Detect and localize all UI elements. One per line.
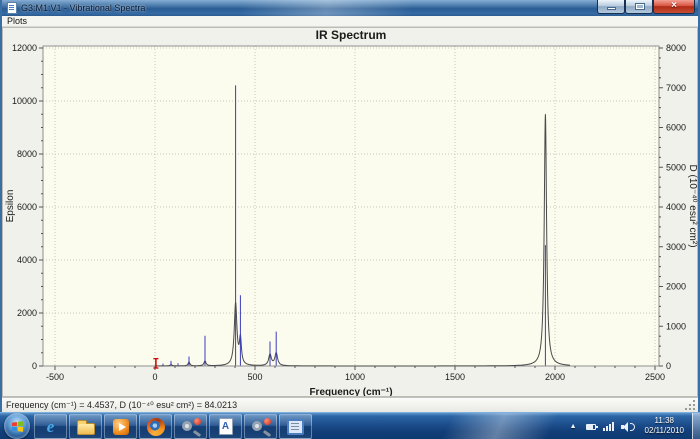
taskbar-button-windows-explorer[interactable]	[69, 414, 102, 439]
svg-text:4000: 4000	[666, 202, 686, 212]
status-readout: Frequency (cm⁻¹) = 4.4537, D (10⁻⁴⁰ esu²…	[6, 399, 238, 410]
clock-date: 02/11/2010	[644, 426, 684, 435]
battery-icon[interactable]	[585, 413, 599, 439]
svg-text:1000: 1000	[345, 372, 365, 382]
minimize-button[interactable]	[597, 0, 625, 14]
network-icon[interactable]	[602, 413, 617, 439]
titlebar-gloss	[242, 0, 412, 16]
close-button[interactable]: ×	[653, 0, 695, 14]
taskbar-clock[interactable]: 11:38 02/11/2010	[645, 416, 684, 436]
taskbar-button-media-player[interactable]	[104, 414, 137, 439]
app-window-icon	[7, 2, 17, 14]
media-player-icon	[112, 418, 129, 435]
taskbar-gloss	[440, 413, 560, 439]
svg-text:8000: 8000	[17, 149, 37, 159]
app-window: G3:M1:V1 - Vibrational Spectra × Plots -…	[0, 0, 700, 412]
svg-text:6000: 6000	[666, 123, 686, 133]
svg-text:500: 500	[247, 372, 262, 382]
svg-text:6000: 6000	[17, 202, 37, 212]
taskbar-button-a-document-app[interactable]: A	[209, 414, 242, 439]
svg-text:2000: 2000	[545, 372, 565, 382]
maximize-button[interactable]	[625, 0, 653, 14]
svg-text:1500: 1500	[445, 372, 465, 382]
svg-text:IR Spectrum: IR Spectrum	[316, 28, 387, 42]
taskbar: e A ▲	[0, 412, 700, 439]
spectrum-chart-svg[interactable]: -500 0 500 1000 1500 2000 25000200040006000800…	[3, 28, 699, 396]
windows-flag-icon	[11, 420, 23, 432]
svg-text:12000: 12000	[12, 43, 37, 53]
svg-text:Epsilon: Epsilon	[5, 190, 16, 223]
menubar: Plots	[2, 16, 698, 27]
svg-text:2000: 2000	[17, 308, 37, 318]
svg-text:2500: 2500	[645, 372, 665, 382]
taskbar-button-word-processor[interactable]	[279, 414, 312, 439]
firefox-icon	[146, 417, 165, 436]
volume-icon[interactable]	[620, 413, 635, 439]
svg-text:D (10⁻⁴⁰ esu² cm²): D (10⁻⁴⁰ esu² cm²)	[687, 164, 698, 247]
window-title: G3:M1:V1 - Vibrational Spectra	[21, 3, 146, 13]
svg-text:7000: 7000	[666, 83, 686, 93]
svg-text:5000: 5000	[666, 162, 686, 172]
clock-time: 11:38	[654, 416, 674, 425]
show-desktop-button[interactable]	[692, 412, 700, 439]
hidden-icons-button[interactable]: ▲	[569, 422, 577, 430]
svg-text:0: 0	[666, 361, 671, 371]
svg-text:8000: 8000	[666, 43, 686, 53]
svg-text:0: 0	[32, 361, 37, 371]
caption-buttons: ×	[597, 0, 695, 14]
taskbar-button-internet-explorer[interactable]: e	[34, 414, 67, 439]
resize-grip[interactable]	[685, 400, 695, 410]
svg-text:-500: -500	[46, 372, 64, 382]
system-tray: ▲ 11:38 02/11/2010	[564, 412, 700, 439]
svg-text:1000: 1000	[666, 321, 686, 331]
svg-text:4000: 4000	[17, 255, 37, 265]
statusbar: Frequency (cm⁻¹) = 4.4537, D (10⁻⁴⁰ esu²…	[2, 397, 698, 412]
internet-explorer-icon: e	[46, 416, 55, 436]
maximize-icon	[635, 3, 645, 10]
menu-plots[interactable]: Plots	[7, 16, 28, 26]
svg-text:10000: 10000	[12, 96, 37, 106]
start-button[interactable]	[4, 413, 30, 439]
chart-panel: -500 0 500 1000 1500 2000 2500 0 2000 4000 6000 800…	[2, 27, 698, 397]
taskbar-button-gaussview[interactable]	[174, 414, 207, 439]
minimize-icon	[607, 7, 616, 10]
a-document-icon: A	[218, 418, 233, 435]
svg-text:2000: 2000	[666, 282, 686, 292]
taskbar-button-firefox[interactable]	[139, 414, 172, 439]
word-processor-icon	[287, 418, 304, 435]
magnifier-molecule-icon	[181, 417, 201, 437]
folder-icon	[76, 420, 95, 435]
taskbar-button-gaussview-2[interactable]	[244, 414, 277, 439]
magnifier-molecule-icon	[251, 417, 271, 437]
svg-text:3000: 3000	[666, 242, 686, 252]
svg-text:0: 0	[152, 372, 157, 382]
titlebar[interactable]: G3:M1:V1 - Vibrational Spectra ×	[2, 0, 698, 16]
svg-text:Frequency (cm⁻¹): Frequency (cm⁻¹)	[309, 387, 392, 396]
